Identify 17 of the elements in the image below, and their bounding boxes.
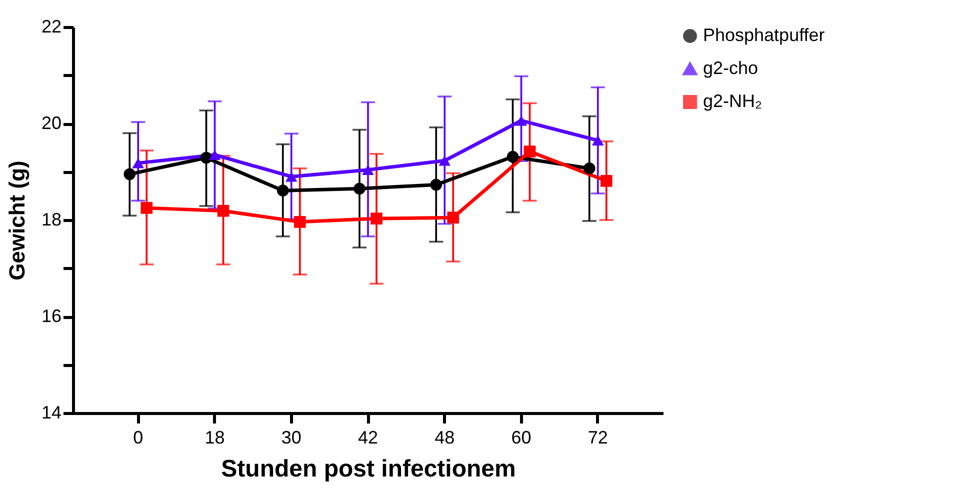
legend-label: Phosphatpuffer (703, 25, 825, 45)
legend-label: g2-NH₂ (703, 91, 762, 111)
x-tick-label: 18 (204, 428, 225, 448)
y-tick-label: 14 (41, 402, 62, 422)
y-tick-label: 20 (41, 113, 62, 133)
y-tick-label: 22 (41, 16, 62, 36)
y-axis-title: Gewicht (g) (4, 160, 30, 280)
x-tick-label: 72 (588, 428, 608, 448)
x-tick-label: 30 (281, 428, 302, 448)
x-tick-label: 0 (133, 428, 144, 448)
y-tick-label: 18 (41, 210, 62, 230)
legend-label: g2-cho (703, 58, 758, 78)
y-tick-label: 16 (41, 306, 62, 326)
x-axis-title: Stunden post infectionem (221, 456, 516, 482)
x-tick-label: 60 (511, 428, 532, 448)
x-tick-label: 48 (434, 428, 455, 448)
x-tick-label: 42 (358, 428, 378, 448)
